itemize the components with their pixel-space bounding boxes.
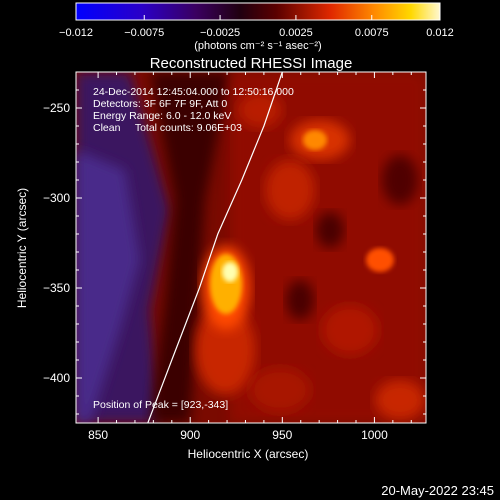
annotation-block: 24-Dec-2014 12:45:04.000 to 12:50:16.000…: [93, 86, 294, 411]
annotation-counts: Clean Total counts: 9.06E+03: [93, 122, 242, 134]
y-tick-label: −300: [43, 191, 70, 205]
x-tick-label: 1000: [361, 428, 388, 442]
y-axis-ticks: −250 −300 −350 −400: [43, 71, 426, 415]
colorbar-ticks: −0.012 −0.0075 −0.0025 0.0025 0.0075 0.012: [59, 15, 454, 39]
colorbar-tick-label: 0.0075: [355, 27, 389, 39]
colorbar-tick-label: −0.0025: [200, 27, 240, 39]
y-tick-label: −250: [43, 101, 70, 115]
x-tick-label: 850: [88, 428, 108, 442]
solar-limb-curve: [147, 72, 283, 423]
y-tick-label: −350: [43, 281, 70, 295]
colorbar: [75, 2, 441, 21]
annotation-energy: Energy Range: 6.0 - 12.0 keV: [93, 110, 231, 122]
colorbar-label: (photons cm⁻² s⁻¹ asec⁻²): [194, 40, 321, 52]
heatmap-image: [76, 72, 426, 423]
chart-title: Reconstructed RHESSI Image: [150, 55, 353, 72]
x-tick-label: 900: [180, 428, 200, 442]
y-axis-label: Heliocentric Y (arcsec): [15, 188, 29, 308]
colorbar-tick-label: 0.0025: [279, 27, 313, 39]
colorbar-tick-label: −0.0075: [124, 27, 164, 39]
x-axis-label: Heliocentric X (arcsec): [188, 447, 309, 461]
annotation-time: 24-Dec-2014 12:45:04.000 to 12:50:16.000: [93, 86, 294, 98]
colorbar-tick-label: 0.012: [426, 27, 454, 39]
plot-frame: [75, 71, 427, 424]
x-axis-ticks: 850 900 950 1000: [88, 72, 412, 442]
peak-position-label: Position of Peak = [923,-343]: [93, 399, 228, 411]
footer-date: 20-May-2022 23:45: [381, 483, 494, 498]
y-tick-label: −400: [43, 371, 70, 385]
colorbar-tick-label: −0.012: [59, 27, 93, 39]
x-tick-label: 950: [272, 428, 292, 442]
annotation-detectors: Detectors: 3F 6F 7F 9F, Att 0: [93, 98, 227, 110]
